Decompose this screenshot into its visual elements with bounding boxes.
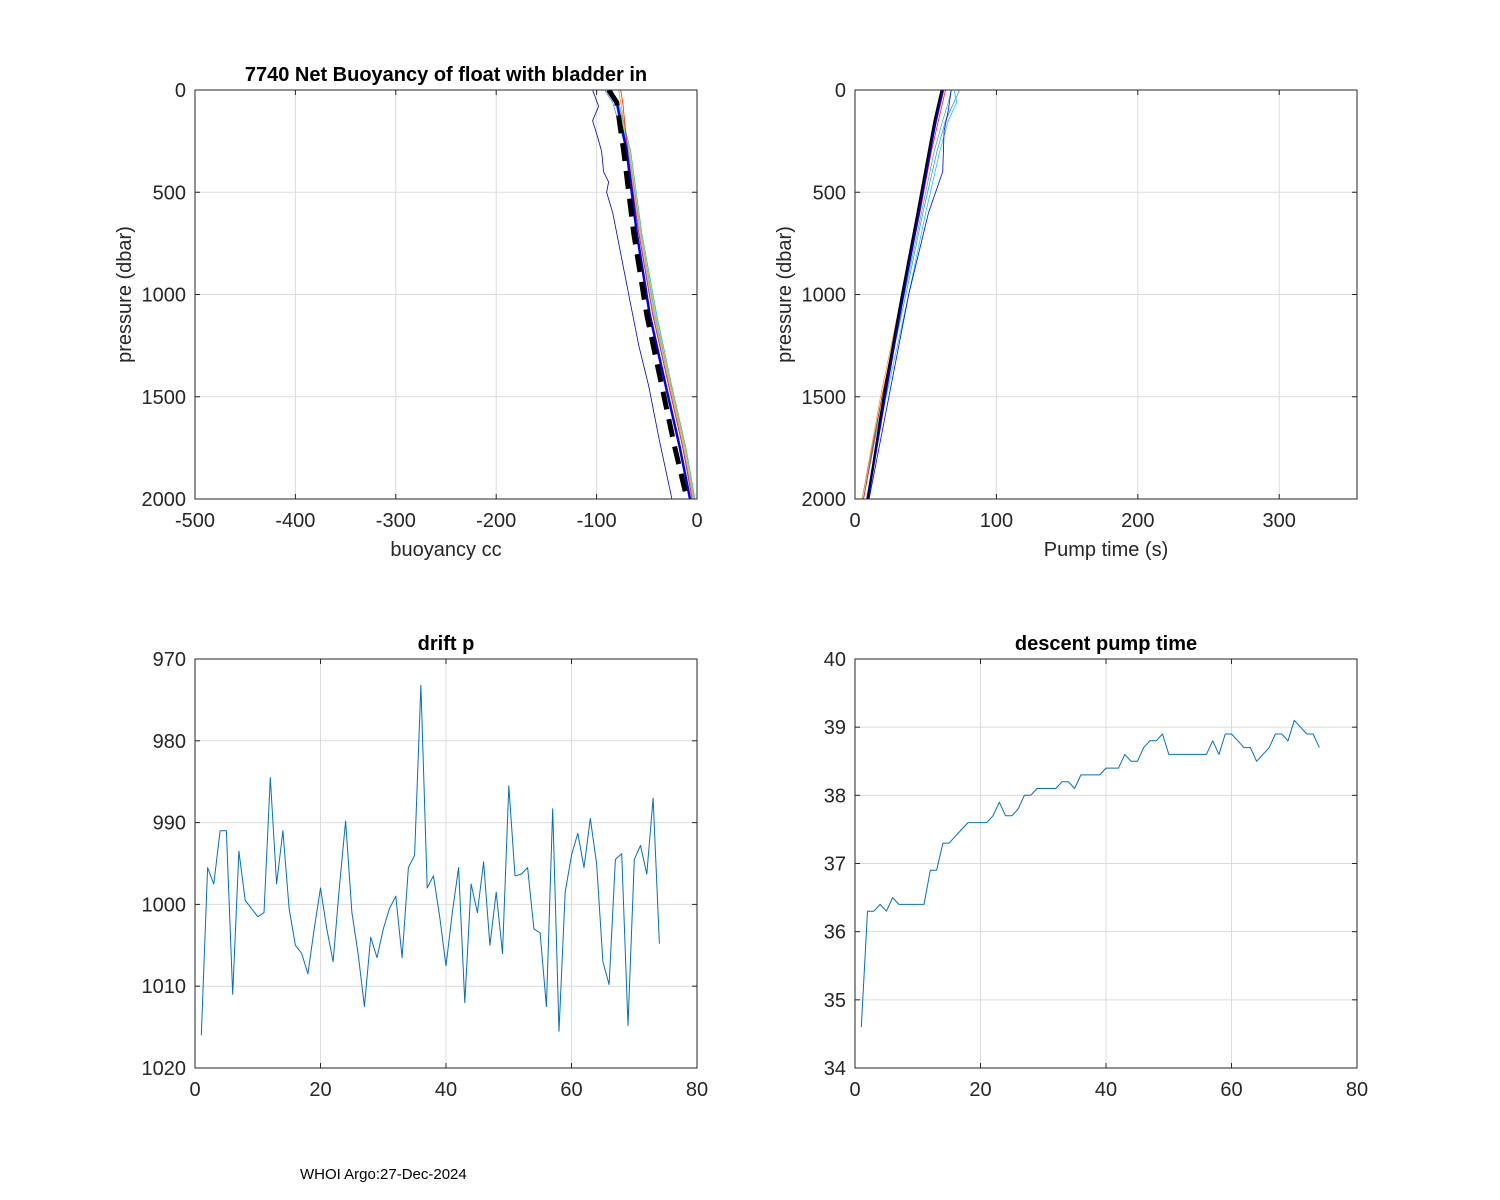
y-tick-label: 1020 — [142, 1058, 187, 1080]
y-tick-label: 980 — [153, 731, 186, 753]
series-line-6 — [868, 90, 952, 499]
series-line-1 — [865, 90, 958, 499]
series-line-7 — [609, 90, 692, 499]
chart-title: drift p — [418, 633, 475, 655]
y-tick-label: 2000 — [802, 489, 847, 511]
x-tick-label: 20 — [969, 1079, 991, 1101]
buoyancy-plot: -500 -400 -300 -200 -100 0 0 500 1000 1500 2000 774… — [114, 64, 703, 561]
y-tick-label: 1000 — [142, 894, 187, 916]
y-tick-label: 970 — [153, 649, 186, 671]
pump-time-plot: 0 100 200 300 0 500 1000 1500 2000 Pump time (s) p… — [774, 80, 1358, 561]
x-tick-label: 80 — [686, 1079, 708, 1101]
x-tick-label: 40 — [1095, 1079, 1117, 1101]
series-line-6 — [620, 90, 693, 499]
y-tick-label: 40 — [824, 649, 846, 671]
y-tick-label: 1010 — [142, 976, 187, 998]
y-tick-label: 39 — [824, 717, 846, 739]
y-tick-label: 1500 — [802, 387, 847, 409]
x-tick-label: 60 — [1220, 1079, 1242, 1101]
y-tick-label: 1000 — [802, 285, 847, 307]
footer-credit: WHOI Argo:27-Dec-2024 — [300, 1166, 467, 1183]
x-axis-label: buoyancy cc — [390, 539, 501, 561]
descent-pump-time-plot: 0 20 40 60 80 34 35 36 37 38 39 40 descent pump time — [824, 633, 1368, 1101]
drift-p-plot: 0 20 40 60 80 970 980 990 1000 1010 1020 drift p — [142, 633, 709, 1101]
x-tick-label: -100 — [577, 510, 617, 532]
series-line-0 — [200, 684, 660, 1036]
series-line-4 — [610, 90, 695, 499]
y-tick-label: 2000 — [142, 489, 187, 511]
y-tick-label: 500 — [813, 182, 846, 204]
x-tick-label: 0 — [691, 510, 702, 532]
x-tick-label: 0 — [849, 1079, 860, 1101]
x-tick-label: -300 — [376, 510, 416, 532]
y-tick-label: 37 — [824, 854, 846, 876]
x-tick-label: 100 — [980, 510, 1013, 532]
x-tick-label: -200 — [476, 510, 516, 532]
series-group — [200, 684, 660, 1036]
series-line-7 — [866, 90, 944, 499]
series-group — [861, 90, 1357, 499]
y-tick-label: 990 — [153, 813, 186, 835]
x-tick-label: 80 — [1346, 1079, 1368, 1101]
series-line-3 — [606, 90, 696, 499]
series-line-0 — [860, 719, 1320, 1028]
series-line-8 — [866, 90, 943, 499]
series-group — [860, 719, 1320, 1028]
y-tick-label: 1000 — [142, 285, 187, 307]
x-tick-label: 20 — [309, 1079, 331, 1101]
y-tick-label: 35 — [824, 990, 846, 1012]
x-tick-label: -400 — [275, 510, 315, 532]
x-tick-label: 0 — [849, 510, 860, 532]
y-axis-label: pressure (dbar) — [774, 226, 796, 363]
series-line-8 — [592, 90, 673, 499]
series-line-5 — [863, 90, 946, 499]
x-tick-label: 0 — [189, 1079, 200, 1101]
x-axis-label: Pump time (s) — [1044, 539, 1168, 561]
y-tick-label: 38 — [824, 785, 846, 807]
x-tick-label: 60 — [560, 1079, 582, 1101]
y-tick-label: 34 — [824, 1058, 846, 1080]
y-tick-label: 36 — [824, 922, 846, 944]
series-group — [243, 90, 696, 499]
x-tick-label: 300 — [1263, 510, 1296, 532]
chart-title: descent pump time — [1015, 633, 1197, 655]
y-tick-label: 500 — [153, 182, 186, 204]
y-tick-label: 0 — [835, 80, 846, 102]
chart-title: 7740 Net Buoyancy of float with bladder … — [245, 64, 647, 86]
y-axis-label: pressure (dbar) — [114, 226, 136, 363]
y-tick-label: 0 — [175, 80, 186, 102]
x-tick-label: 40 — [435, 1079, 457, 1101]
x-tick-label: 200 — [1121, 510, 1154, 532]
series-line-5 — [618, 90, 694, 499]
x-tick-label: -500 — [175, 510, 215, 532]
y-tick-label: 1500 — [142, 387, 187, 409]
